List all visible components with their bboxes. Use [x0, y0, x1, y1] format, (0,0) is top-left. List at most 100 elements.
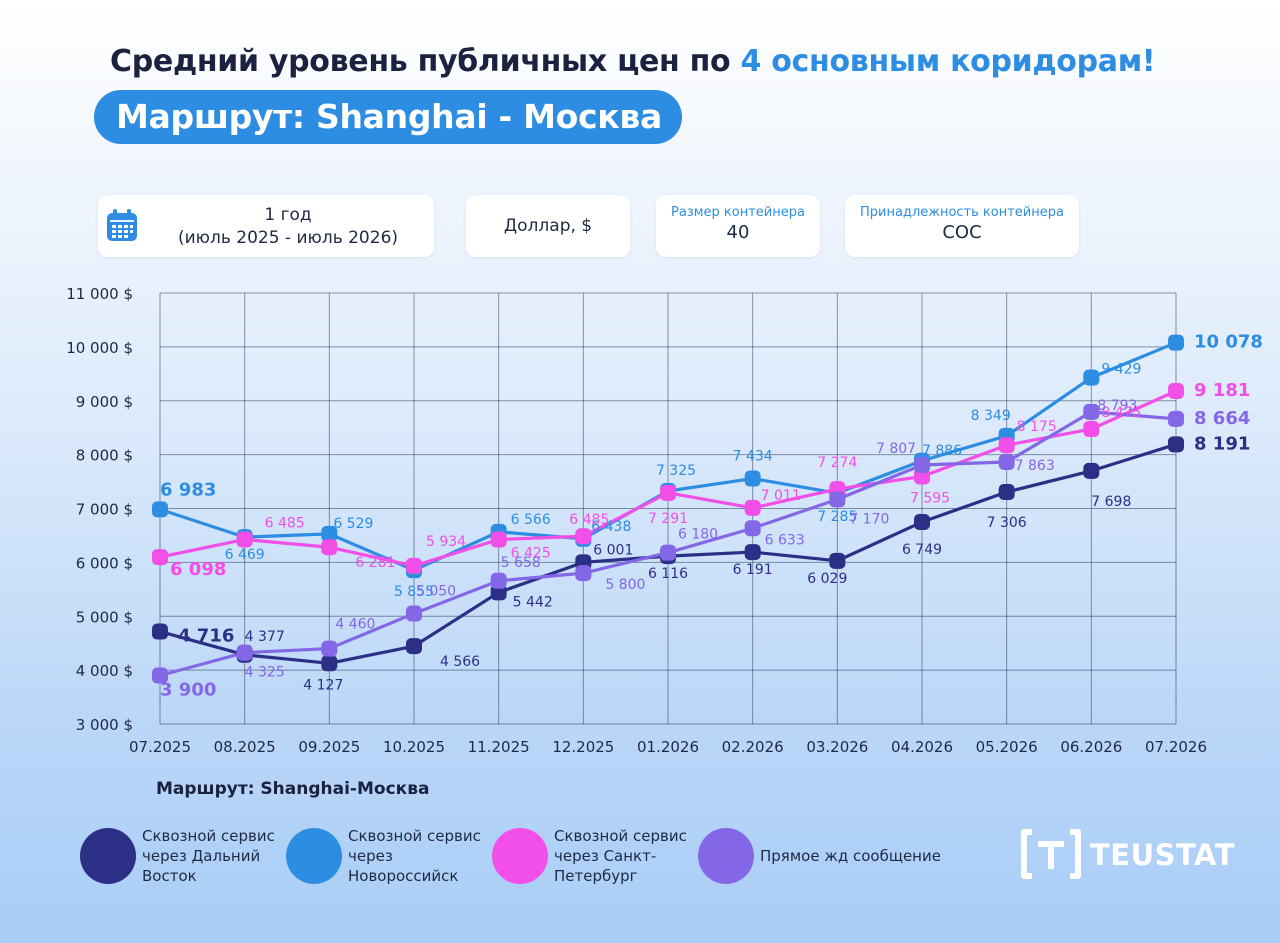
data-label: 8 475 [1101, 405, 1141, 421]
container-size-value: 40 [726, 222, 750, 243]
x-tick-label: 05.2026 [976, 738, 1038, 756]
data-label: 5 658 [501, 555, 541, 571]
legend-label-spb: Сквозной сервис через Санкт- Петербург [554, 826, 687, 886]
data-label: 7 274 [817, 455, 857, 471]
container-owner-value: COC [942, 222, 982, 243]
y-tick-label: 10 000 $ [66, 339, 133, 357]
data-label: 4 460 [335, 617, 375, 633]
data-point [829, 552, 846, 569]
brand-name: TEUSTAT [1090, 838, 1236, 872]
period-filter[interactable]: 1 год (июль 2025 - июль 2026) [98, 195, 434, 257]
data-label: 7 886 [922, 443, 962, 459]
y-tick-label: 11 000 $ [66, 285, 133, 303]
legend-line: Прямое жд сообщение [760, 847, 941, 865]
legend-label-novorossiysk: Сквозной сервис через Новороссийск [348, 826, 481, 886]
data-point [406, 605, 422, 622]
data-point [660, 544, 676, 561]
data-point [406, 557, 422, 574]
y-tick-label: 4 000 $ [76, 662, 133, 680]
chart-title: Средний уровень публичных цен по 4 основ… [110, 44, 1156, 79]
legend-line: через [348, 847, 393, 865]
x-tick-label: 06.2026 [1060, 738, 1122, 756]
data-label: 6 180 [678, 527, 718, 543]
data-label: 10 078 [1194, 332, 1263, 353]
data-point [1083, 369, 1100, 386]
data-point [1083, 403, 1100, 420]
data-label: 8 191 [1194, 433, 1250, 454]
data-point [321, 525, 338, 542]
data-label: 7 306 [987, 515, 1027, 531]
x-tick-label: 01.2026 [637, 738, 699, 756]
data-point [152, 501, 168, 518]
data-point [1168, 410, 1184, 427]
data-point [1168, 382, 1184, 399]
chart-title-main: Средний уровень публичных цен по [110, 44, 741, 79]
data-label: 7 595 [910, 490, 950, 506]
x-tick-label: 07.2025 [129, 738, 191, 756]
data-label: 8 175 [1017, 419, 1057, 435]
data-point [490, 531, 507, 548]
data-label: 4 716 [178, 626, 234, 647]
legend-line: Сквозной сервис [348, 827, 481, 845]
data-point [1083, 462, 1100, 479]
data-label: 6 633 [765, 532, 805, 548]
data-label: 9 429 [1101, 362, 1141, 378]
data-point [575, 565, 592, 582]
data-point [744, 520, 761, 537]
data-point [744, 544, 761, 561]
data-label: 6 983 [160, 479, 216, 500]
data-label: 7 807 [876, 441, 916, 457]
y-tick-label: 3 000 $ [76, 716, 133, 734]
container-owner-filter[interactable]: Принадлежность контейнера COC [845, 195, 1079, 257]
data-label: 6 749 [902, 542, 942, 558]
legend-swatch-far-east [80, 828, 136, 884]
data-label: 7 863 [1015, 458, 1055, 474]
data-point [1168, 436, 1184, 453]
data-label: 6 116 [648, 566, 688, 582]
currency-filter[interactable]: Доллар, $ [466, 195, 630, 257]
x-tick-label: 02.2026 [722, 738, 784, 756]
data-label: 6 566 [511, 512, 551, 528]
data-point [490, 572, 507, 589]
data-label: 6 029 [807, 571, 847, 587]
data-label: 6 529 [333, 516, 373, 532]
data-point [998, 454, 1015, 471]
data-point [998, 484, 1015, 501]
data-label: 7 285 [817, 509, 857, 525]
data-label: 7 011 [761, 488, 801, 504]
legend-line: Петербург [554, 867, 638, 885]
x-tick-label: 04.2026 [891, 738, 953, 756]
data-label: 6 001 [593, 542, 633, 558]
data-label: 9 181 [1194, 380, 1250, 401]
data-point [829, 491, 846, 508]
data-point [236, 531, 253, 548]
data-point [152, 667, 168, 684]
x-tick-label: 09.2025 [298, 738, 360, 756]
legend-swatch-novorossiysk [286, 828, 342, 884]
data-point [152, 623, 168, 640]
data-label: 4 325 [245, 665, 285, 681]
legend-swatch-rail [698, 828, 754, 884]
container-size-filter[interactable]: Размер контейнера 40 [656, 195, 820, 257]
x-tick-label: 11.2025 [468, 738, 530, 756]
data-label: 7 325 [656, 463, 696, 479]
data-point [1168, 334, 1184, 351]
legend-line: через Дальний [142, 847, 261, 865]
teustat-logo-icon [1021, 829, 1081, 879]
data-point [236, 644, 253, 661]
data-label: 8 793 [1097, 398, 1137, 414]
legend-line: через Санкт- [554, 847, 657, 865]
x-tick-label: 08.2025 [214, 738, 276, 756]
x-tick-label: 07.2026 [1145, 738, 1207, 756]
data-label: 3 900 [160, 680, 216, 701]
data-label: 7 698 [1091, 494, 1131, 510]
data-point [914, 457, 930, 474]
data-point [998, 437, 1015, 454]
data-point [575, 528, 592, 545]
route-caption: Маршрут: Shanghai-Москва [156, 779, 430, 799]
data-point [914, 514, 930, 531]
data-label: 6 469 [225, 547, 265, 563]
data-point [744, 499, 761, 516]
data-point [321, 655, 338, 672]
